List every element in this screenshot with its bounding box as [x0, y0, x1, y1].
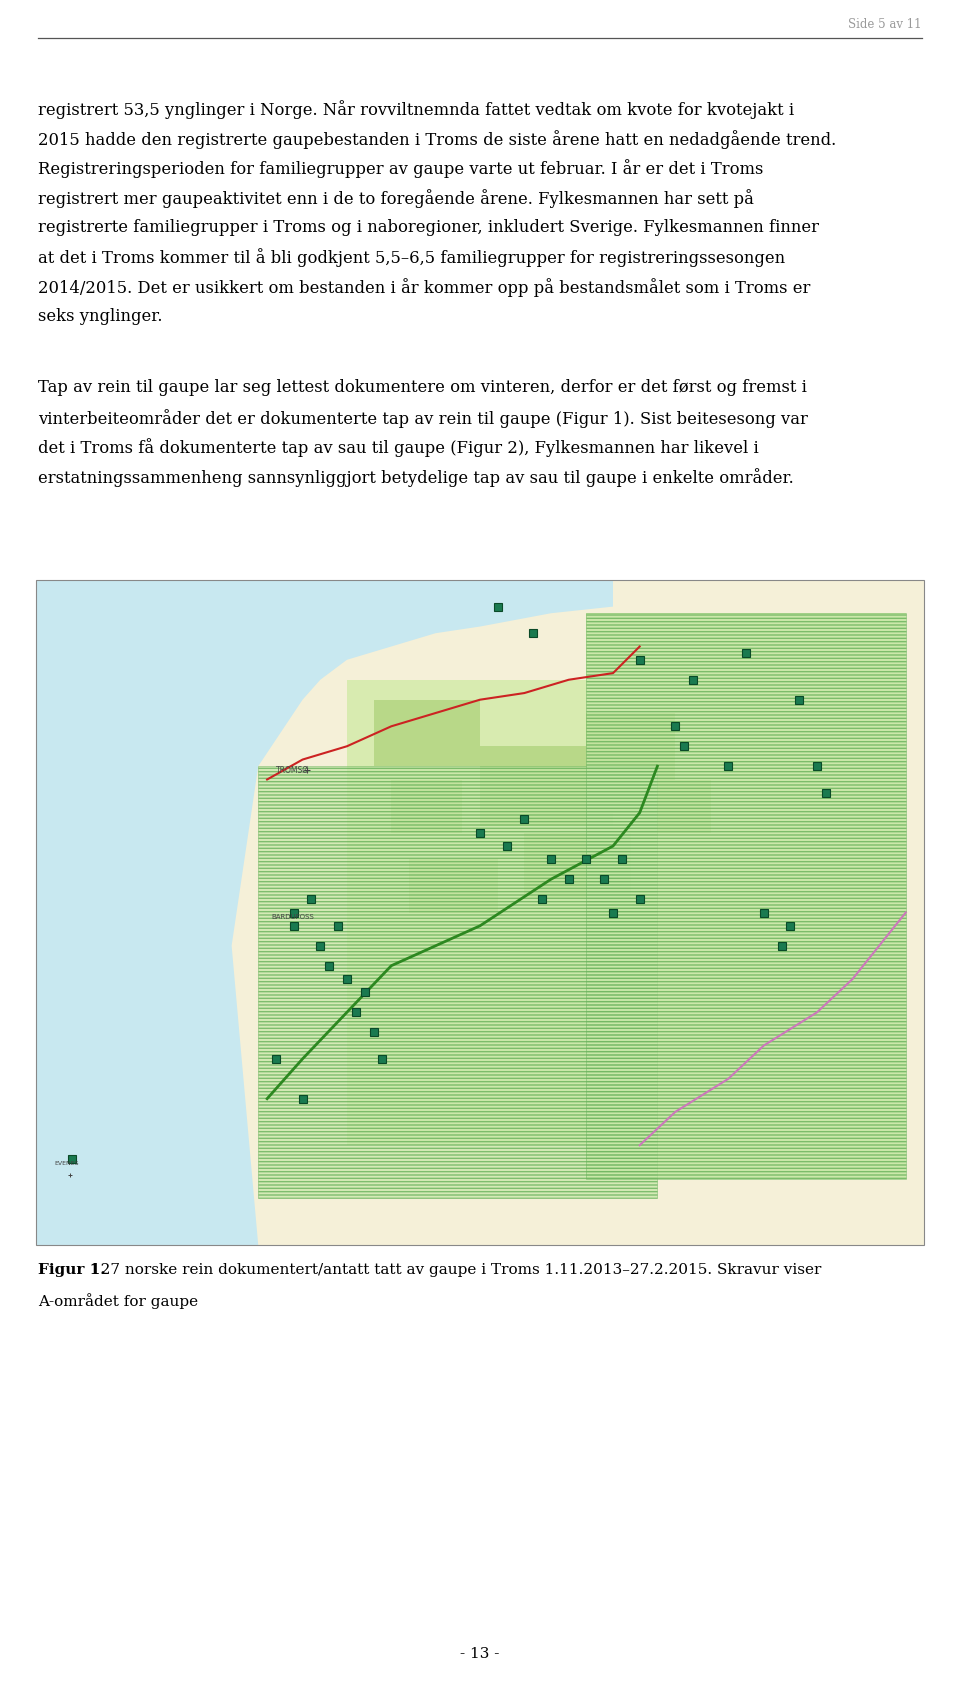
Text: - 13 -: - 13 - [460, 1647, 500, 1660]
Text: at det i Troms kommer til å bli godkjent 5,5–6,5 familiegrupper for registrering: at det i Troms kommer til å bli godkjent… [38, 248, 785, 268]
Bar [351, 1007, 360, 1016]
Bar [795, 695, 804, 704]
Bar [476, 829, 484, 836]
Bar [36, 580, 302, 1079]
Text: registrert 53,5 ynglinger i Norge. Når rovviltnemnda fattet vedtak om kvote for : registrert 53,5 ynglinger i Norge. Når r… [38, 100, 794, 119]
Bar [347, 680, 658, 1145]
Bar [36, 580, 613, 833]
Bar [378, 1055, 387, 1063]
Bar [524, 833, 631, 899]
Bar [370, 1028, 377, 1036]
Polygon shape [231, 587, 906, 1245]
Text: 2015 hadde den registrerte gaupebestanden i Troms de siste årene hatt en nedadgå: 2015 hadde den registrerte gaupebestande… [38, 129, 836, 149]
Bar [392, 780, 463, 833]
Text: EVENES: EVENES [54, 1162, 79, 1167]
Text: Side 5 av 11: Side 5 av 11 [849, 19, 922, 31]
Bar [493, 602, 502, 611]
Text: det i Troms få dokumenterte tap av sau til gaupe (Figur 2), Fylkesmannen har lik: det i Troms få dokumenterte tap av sau t… [38, 438, 758, 458]
Text: Registreringsperioden for familiegrupper av gaupe varte ut februar. I år er det : Registreringsperioden for familiegrupper… [38, 159, 763, 178]
Bar [258, 767, 658, 1199]
Bar [587, 712, 675, 812]
Bar [68, 1155, 76, 1162]
Bar [529, 629, 538, 638]
Bar [307, 895, 316, 904]
Bar [325, 962, 333, 970]
Bar [587, 614, 906, 1179]
Bar [689, 675, 697, 683]
Bar [609, 909, 617, 916]
Bar [671, 722, 679, 731]
Text: Tap av rein til gaupe lar seg lettest dokumentere om vinteren, derfor er det før: Tap av rein til gaupe lar seg lettest do… [38, 378, 806, 395]
Bar [409, 860, 497, 912]
Bar [600, 875, 609, 884]
Bar [760, 909, 768, 916]
Bar [520, 816, 528, 823]
Bar [373, 700, 480, 767]
Text: TROMSØ: TROMSØ [276, 767, 309, 775]
Bar [778, 941, 785, 950]
Bar [480, 746, 613, 826]
Bar [680, 743, 688, 750]
Bar [639, 780, 710, 833]
Bar [343, 975, 351, 984]
Text: 2014/2015. Det er usikkert om bestanden i år kommer opp på bestandsmålet som i T: 2014/2015. Det er usikkert om bestanden … [38, 278, 810, 297]
Bar [334, 923, 342, 929]
Text: registrerte familiegrupper i Troms og i naboregioner, inkludert Sverige. Fylkesm: registrerte familiegrupper i Troms og i … [38, 219, 819, 236]
Bar [503, 841, 511, 850]
Bar [636, 656, 643, 663]
Bar [587, 614, 906, 1179]
Bar [636, 895, 643, 904]
Bar [299, 1094, 306, 1102]
Text: vinterbeiteområder det er dokumenterte tap av rein til gaupe (Figur 1). Sist bei: vinterbeiteområder det er dokumenterte t… [38, 409, 808, 427]
Bar [36, 580, 924, 1245]
Bar [564, 875, 573, 884]
Bar [361, 989, 369, 996]
Bar [822, 789, 830, 797]
Bar [36, 580, 924, 1245]
Bar [317, 941, 324, 950]
Text: BARDUFOSS: BARDUFOSS [272, 914, 314, 921]
Text: 127 norske rein dokumentert/antatt tatt av gaupe i Troms 1.11.2013–27.2.2015. Sk: 127 norske rein dokumentert/antatt tatt … [86, 1264, 822, 1277]
Bar [36, 979, 285, 1245]
Text: erstatningssammenheng sannsynliggjort betydelige tap av sau til gaupe i enkelte : erstatningssammenheng sannsynliggjort be… [38, 468, 794, 487]
Text: seks ynglinger.: seks ynglinger. [38, 307, 162, 324]
Bar [272, 1055, 280, 1063]
Bar [547, 855, 555, 863]
Bar [725, 762, 732, 770]
Bar [583, 855, 590, 863]
Text: Figur 1.: Figur 1. [38, 1264, 106, 1277]
Bar [539, 895, 546, 904]
Bar [742, 650, 750, 656]
Bar [290, 909, 298, 916]
Bar [36, 580, 924, 1245]
Bar [618, 855, 626, 863]
Text: registrert mer gaupeaktivitet enn i de to foregående årene. Fylkesmannen har set: registrert mer gaupeaktivitet enn i de t… [38, 188, 754, 209]
Bar [290, 923, 298, 929]
Bar [813, 762, 821, 770]
Text: A-området for gaupe: A-området for gaupe [38, 1292, 198, 1309]
Bar [786, 923, 795, 929]
